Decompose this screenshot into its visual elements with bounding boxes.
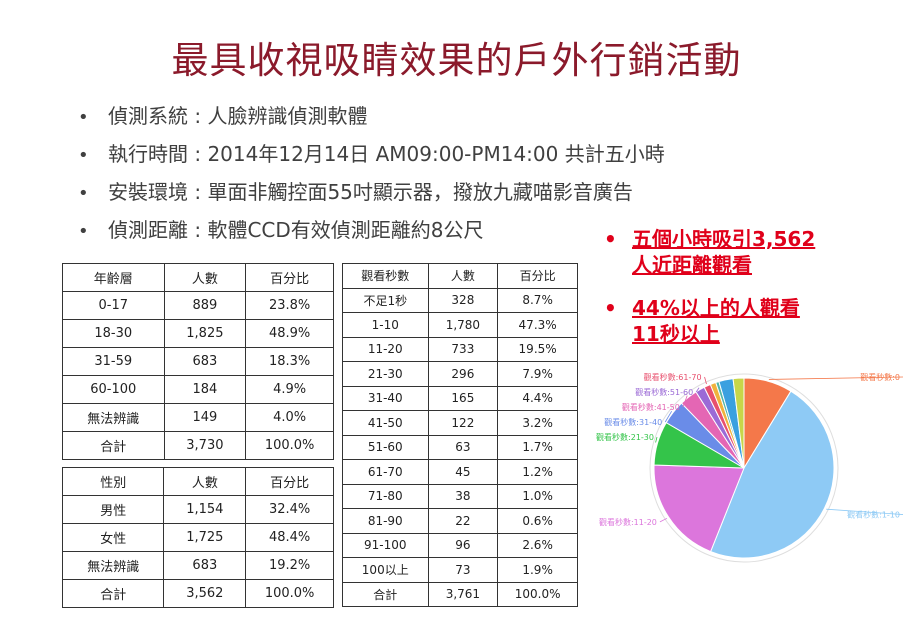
bullet-icon: • (78, 107, 89, 128)
table-row: 女性 1,725 48.4% (61, 523, 334, 552)
table-header-cell: 百分比 (245, 467, 334, 496)
table-total-row: 合計 3,761 100.0% (342, 581, 578, 607)
table-row: 31-59 683 18.3% (62, 347, 334, 376)
table-header-cell: 年齡層 (62, 263, 165, 292)
info-bullet-list: • 偵測系統 : 人臉辨識偵測軟體 • 執行時間 : 2014年12月14日 AM0… (78, 98, 665, 250)
pie-label: 觀看秒數:21-30 (596, 432, 654, 442)
bullet-environment: • 安裝環境 : 單面非觸控面55吋顯示器，撥放九藏喵影音廣告 (78, 174, 665, 212)
table-header-row: 性別 人數 百分比 (61, 467, 334, 496)
table-header-row: 觀看秒數 人數 百分比 (342, 263, 578, 289)
table-header-cell: 性別 (61, 467, 165, 496)
pie-label: 觀看秒數:31-40 (604, 417, 662, 427)
bullet-icon: • (78, 183, 89, 204)
table-row: 18-30 1,825 48.9% (62, 319, 334, 348)
watch-seconds-pie-chart: 觀看秒數:0 觀看秒數:1-10 觀看秒數:61-70 觀看秒數:51-60 觀看秒數:… (596, 372, 904, 563)
table-row: 31-40 165 4.4% (342, 385, 578, 411)
table-header-row: 年齡層 人數 百分比 (62, 263, 334, 292)
pie-label: 觀看秒數:51-60 (635, 387, 693, 397)
watch-seconds-table: 觀看秒數 人數 百分比 不足1秒 328 8.7% 1-10 1,780 47.3% 1… (342, 263, 578, 607)
table-row: 0-17 889 23.8% (62, 291, 334, 320)
table-row: 不足1秒 328 8.7% (342, 287, 578, 313)
table-header-cell: 觀看秒數 (342, 263, 429, 289)
table-row: 1-10 1,780 47.3% (342, 312, 578, 338)
table-row: 41-50 122 3.2% (342, 410, 578, 436)
bullet-detection-distance: • 偵測距離 : 軟體CCD有效偵測距離約8公尺 (78, 212, 665, 250)
pie-outline (649, 373, 839, 563)
table-header-cell: 人數 (163, 263, 247, 292)
pie-slice (709, 390, 835, 559)
pie-label: 觀看秒數:41-50 (622, 402, 680, 412)
table-header-cell: 百分比 (497, 263, 578, 289)
age-table: 年齡層 人數 百分比 0-17 889 23.8% 18-30 1,825 48.9% … (62, 263, 334, 460)
pie-leader-line (768, 376, 904, 380)
table-row: 51-60 63 1.7% (342, 434, 578, 460)
table-row: 男性 1,154 32.4% (61, 495, 334, 524)
table-row: 60-100 184 4.9% (62, 375, 334, 404)
pie-leader-line (655, 436, 658, 443)
pie-leader-line (682, 395, 688, 408)
pie-leader-line (704, 376, 707, 385)
table-header-cell: 百分比 (245, 263, 334, 292)
bullet-icon: • (604, 227, 617, 251)
table-row: 91-100 96 2.6% (342, 532, 578, 558)
table-total-row: 合計 3,562 100.0% (61, 579, 334, 608)
table-total-row: 合計 3,730 100.0% (62, 431, 334, 460)
bullet-icon: • (604, 296, 617, 320)
highlight-item-duration: • 44%以上的人觀看 11秒以上 (604, 296, 800, 346)
highlight-list: • 五個小時吸引3,562 人近距離觀看 • 44%以上的人觀看 11秒以上 (604, 226, 815, 347)
page-title: 最具收視吸睛效果的戶外行銷活動 (171, 39, 742, 82)
table-row: 無法辨識 149 4.0% (62, 403, 334, 432)
table-row: 71-80 38 1.0% (342, 483, 578, 509)
table-row: 81-90 22 0.6% (342, 508, 578, 534)
highlight-item-viewers: • 五個小時吸引3,562 人近距離觀看 (604, 227, 816, 277)
table-row: 100以上 73 1.9% (342, 557, 578, 583)
pie-slice (732, 377, 745, 469)
pie-slice (653, 464, 745, 553)
bullet-detection-system: • 偵測系統 : 人臉辨識偵測軟體 (78, 98, 665, 136)
bullet-execution-time: • 執行時間 : 2014年12月14日 AM09:00-PM14:00 共計五小… (78, 136, 665, 174)
pie-leader-line (826, 508, 904, 515)
pie-leader-line (695, 387, 700, 393)
pie-leader-line (659, 517, 668, 523)
pie-label: 觀看秒數:11-20 (599, 517, 657, 527)
pie-label: 觀看秒數:61-70 (644, 372, 702, 382)
bullet-icon: • (78, 145, 89, 166)
gender-table: 性別 人數 百分比 男性 1,154 32.4% 女性 1,725 48.4% 無法辨識… (61, 467, 334, 608)
pie-label: 觀看秒數:0 (860, 372, 900, 382)
table-row: 61-70 45 1.2% (342, 459, 578, 485)
pie-label: 觀看秒數:1-10 (847, 510, 900, 520)
bullet-icon: • (78, 221, 89, 242)
table-header-cell: 人數 (427, 263, 499, 289)
table-row: 11-20 733 19.5% (342, 336, 578, 362)
table-header-cell: 人數 (163, 467, 247, 496)
table-row: 21-30 296 7.9% (342, 361, 578, 387)
pie-leader-line (664, 410, 673, 423)
table-row: 無法辨識 683 19.2% (61, 551, 334, 580)
